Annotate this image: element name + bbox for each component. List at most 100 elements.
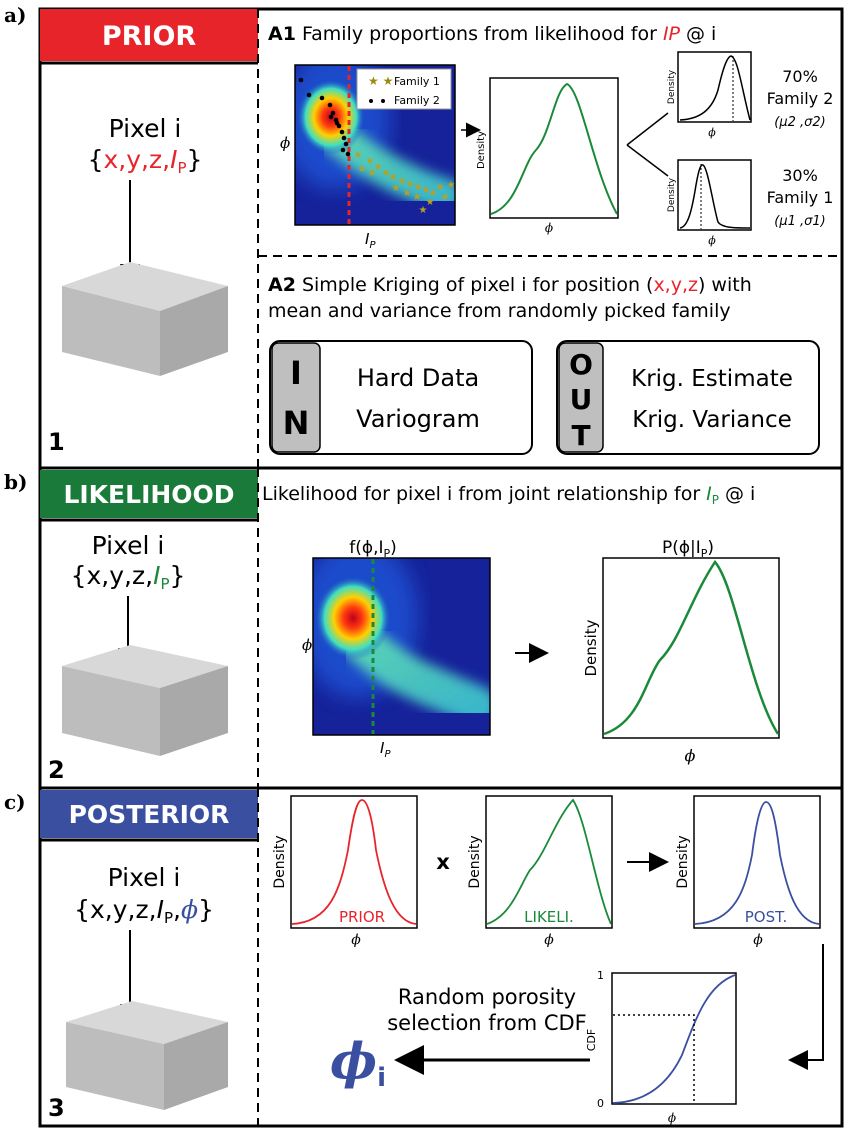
- pixel-c-coords: {x,y,z,IP,ϕ}: [74, 895, 214, 927]
- b-density-phi: ϕ: [685, 746, 696, 765]
- b-phi-axis: ϕ: [302, 636, 312, 654]
- a1-title: A1 Family proportions from likelihood for…: [268, 23, 716, 45]
- family2-point: [298, 77, 304, 83]
- c-post-label: POST.: [745, 908, 788, 926]
- step-1: 1: [48, 428, 65, 456]
- c-prior-density-label: Density: [272, 835, 288, 888]
- split-line-bottom: [626, 144, 669, 177]
- family2-point: [319, 95, 325, 101]
- family2-percent: 70%: [782, 67, 818, 86]
- c-prior-curve: [291, 799, 417, 925]
- family2-point: [341, 135, 347, 141]
- out-letter-o: O: [569, 348, 593, 381]
- out-letter-t: T: [571, 419, 590, 452]
- a1-density-box: [489, 77, 619, 219]
- c-likeli-phi: ϕ: [544, 932, 554, 948]
- family2-label: Family 2: [767, 89, 834, 108]
- c-post-phi: ϕ: [753, 932, 763, 948]
- in-box: [269, 340, 533, 455]
- c-prior-label: PRIOR: [339, 908, 385, 926]
- family1-star-icon: ★: [414, 182, 423, 193]
- family2-point: [330, 110, 336, 116]
- family2-point: [345, 151, 351, 157]
- family1-star-icon: ★: [389, 172, 398, 183]
- panel-c-letter: c): [4, 790, 26, 814]
- family2-curve: [679, 55, 751, 121]
- family1-star-icon: ★: [354, 150, 363, 161]
- family2-params: (μ2 ,σ2): [774, 115, 825, 130]
- family1-star-icon: ★: [422, 185, 431, 196]
- a1-density-phi: ϕ: [545, 221, 553, 235]
- a1-scatter: ★★★★★ ★ ★ ★ ★★★★★★★★★★★★: [298, 77, 456, 216]
- cdf-tick-1: 1: [597, 969, 604, 982]
- in-letter-n: N: [283, 404, 310, 442]
- posterior-header-box: [40, 790, 258, 838]
- pixel-b-coords: {x,y,z,IP}: [71, 561, 186, 593]
- phi-i-symbol: ϕi: [330, 1031, 386, 1093]
- pixel-c-title: Pixel i: [108, 863, 181, 892]
- panel-b-letter: b): [4, 470, 27, 494]
- in-letter-i: I: [290, 354, 302, 392]
- family1-star-icon: ★: [426, 197, 435, 208]
- family1-star-icon: ★: [406, 179, 415, 190]
- family1-star-icon: ★: [392, 183, 401, 194]
- likelihood-header: LIKELIHOOD: [63, 480, 234, 509]
- joint-title: f(ϕ,IP): [349, 538, 397, 560]
- panel-c-frame: [38, 786, 844, 1128]
- family1-star-icon: ★: [403, 188, 412, 199]
- b-heatmap: [312, 557, 491, 736]
- b-ip-axis: IP: [380, 739, 391, 760]
- pixel-b-title: Pixel i: [92, 531, 165, 560]
- a1-legend: ★ ★ Family 1 Family 2: [356, 68, 452, 110]
- a2-title-line1: A2 Simple Kriging of pixel i for position…: [268, 274, 752, 296]
- pixel-a-title: Pixel i: [109, 114, 182, 143]
- family1-phi: ϕ: [708, 234, 716, 247]
- family2-density-box: [677, 51, 752, 123]
- prior-header: PRIOR: [102, 21, 197, 52]
- family1-params: (μ1 ,σ1): [774, 214, 825, 229]
- family1-star-icon: ★: [436, 182, 445, 193]
- c-post-curve: [694, 801, 820, 925]
- split-line-top: [626, 112, 669, 146]
- family1-star-icon: ★: [429, 188, 438, 199]
- cond-title: P(ϕ|IP): [662, 538, 714, 560]
- c-likeli-density-label: Density: [467, 835, 483, 888]
- out-letter-box: [558, 342, 604, 453]
- family2-point: [306, 92, 312, 98]
- cdf-box: [611, 972, 737, 1105]
- family1-curve: [679, 164, 751, 229]
- b-density-box: [602, 557, 780, 739]
- family1-star-icon: ★: [374, 162, 383, 173]
- family1-density-label: Density: [667, 177, 677, 212]
- out-krig-variance: Krig. Variance: [632, 407, 792, 433]
- family2-point: [339, 129, 345, 135]
- b-density-curve: [603, 559, 780, 736]
- prior-header-box: [40, 9, 258, 61]
- c-likeli-box: [485, 795, 613, 929]
- cdf-phi: ϕ: [668, 1111, 676, 1125]
- pixel-b-block: [62, 645, 228, 756]
- pixel-a-block: [62, 262, 228, 376]
- out-krig-estimate: Krig. Estimate: [631, 366, 793, 392]
- in-hard-data: Hard Data: [357, 364, 479, 392]
- family1-star-icon: ★: [447, 180, 456, 191]
- cdf-selection-lines: [613, 1014, 695, 1103]
- likelihood-header-box: [40, 470, 258, 518]
- post-to-cdf-arrow: [788, 944, 824, 1070]
- times-sign: x: [436, 850, 450, 874]
- family2-point: [328, 114, 334, 120]
- cdf-label: CDF: [585, 1029, 598, 1051]
- a1-density-curve: [490, 82, 618, 215]
- family1-star-icon: ★: [368, 168, 377, 179]
- c-likeli-label: LIKELI.: [524, 908, 574, 926]
- family1-star-icon: ★: [358, 164, 367, 175]
- in-variogram: Variogram: [356, 405, 480, 433]
- family1-star-icon: ★: [366, 156, 375, 167]
- family1-star-icon: ★: [398, 176, 407, 187]
- svg-text:Family 1: Family 1: [394, 75, 440, 88]
- b-density-label: Density: [582, 619, 600, 676]
- family2-point: [334, 120, 340, 126]
- a1-density-label: Density: [476, 131, 487, 169]
- c-prior-phi: ϕ: [351, 932, 361, 948]
